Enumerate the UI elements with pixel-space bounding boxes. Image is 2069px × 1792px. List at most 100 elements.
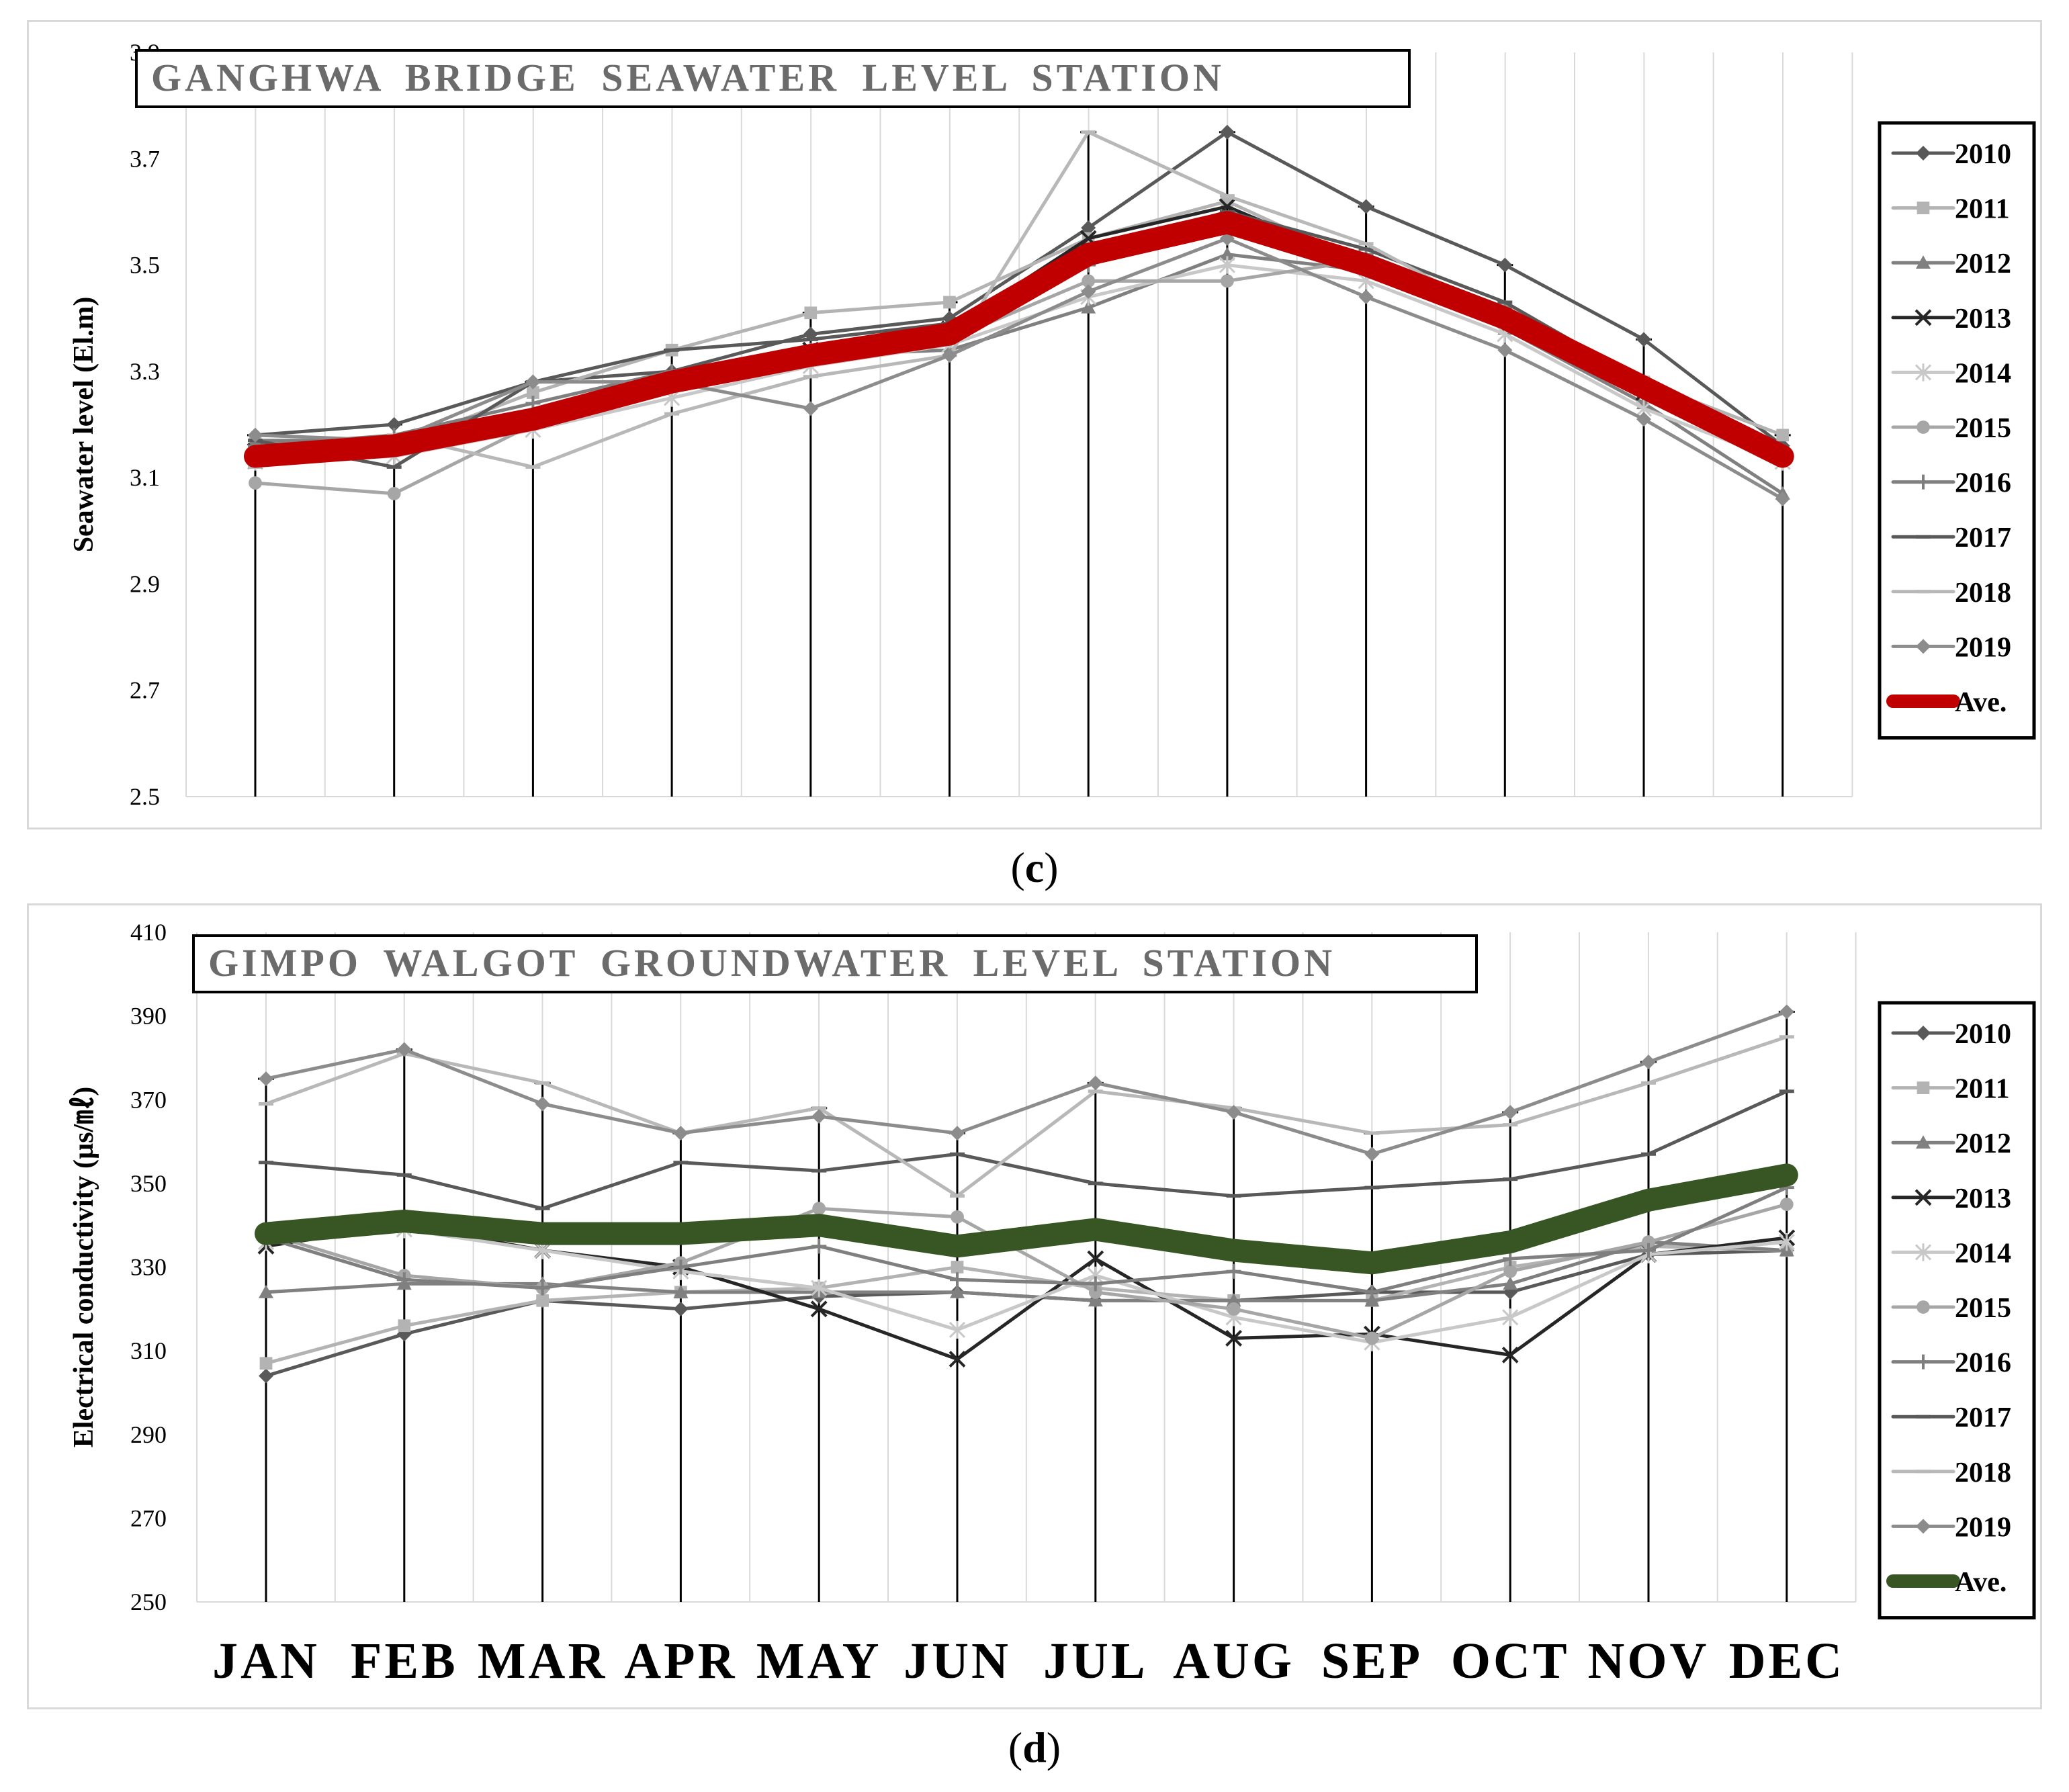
data-point: [535, 1280, 550, 1296]
data-point: [1503, 1104, 1518, 1120]
chart-title-frame: [135, 49, 1411, 108]
data-point: [396, 1042, 412, 1057]
data-point: [1497, 257, 1513, 273]
legend-label: 2018: [1955, 1458, 2011, 1488]
legend-label: 2012: [1955, 1128, 2011, 1159]
data-point: [1641, 1243, 1656, 1258]
data-point: [1503, 1276, 1518, 1290]
y-tick-label: 310: [130, 1337, 167, 1364]
data-point: [1226, 1104, 1241, 1120]
caption-c-letter: c: [1024, 844, 1045, 891]
chart-title: GANGHWA BRIDGE SEAWATER LEVEL STATION: [151, 56, 1225, 99]
data-point: [1497, 343, 1513, 358]
data-point: [1081, 220, 1096, 236]
legend-frame: [1878, 121, 2036, 740]
legend-item: 2010: [1891, 1019, 2011, 1050]
legend-label: 2013: [1955, 1183, 2011, 1214]
legend-marker: [1916, 255, 1931, 269]
legend-item: 2016: [1891, 468, 2011, 499]
legend-item: 2018: [1891, 578, 2011, 609]
legend: 2010 2011 2012 2013 2014 2015 2016 2017 2018 2019…: [1878, 1001, 2036, 1620]
data-point: [1081, 284, 1096, 300]
x-tick-label: MAY: [756, 1633, 882, 1689]
data-point: [396, 1272, 412, 1288]
legend-label: 2016: [1955, 1348, 2011, 1379]
data-point: [259, 1071, 273, 1087]
legend-marker: [1917, 201, 1930, 214]
legend-item: 2015: [1891, 1293, 2011, 1324]
legend: 2010 2011 2012 2013 2014 2015 2016 2017 2018 2019…: [1878, 121, 2036, 740]
legend-marker: [1917, 1081, 1930, 1094]
legend-label: 2011: [1955, 1074, 2010, 1105]
y-tick-label: 410: [130, 919, 167, 946]
data-point: [1642, 1235, 1655, 1249]
legend-marker: [1916, 1519, 1931, 1534]
data-point: [1088, 1285, 1102, 1299]
data-point: [949, 1351, 966, 1368]
legend-label: 2011: [1955, 194, 2010, 225]
legend-label: 2012: [1955, 249, 2011, 279]
y-tick-label: 290: [130, 1421, 167, 1448]
data-point: [1082, 274, 1096, 288]
x-tick-label: JUL: [1043, 1633, 1148, 1689]
data-point: [673, 1126, 689, 1141]
series-line: [264, 1035, 1789, 1198]
legend-label: 2016: [1955, 468, 2011, 499]
data-point: [1503, 1264, 1517, 1278]
data-point: [259, 1357, 273, 1370]
x-tick-label: NOV: [1588, 1633, 1710, 1689]
y-tick-label: 270: [130, 1505, 167, 1531]
legend-item: 2012: [1891, 1128, 2011, 1159]
caption-d-letter: d: [1022, 1723, 1047, 1771]
legend-marker: [1916, 1135, 1931, 1149]
legend-item: 2019: [1891, 1512, 2011, 1543]
x-tick-label: JAN: [212, 1633, 320, 1689]
legend-marker: [1916, 1026, 1931, 1040]
legend-marker: [1914, 1189, 1932, 1206]
series-line: [264, 1227, 1789, 1345]
x-tick-label: DEC: [1729, 1633, 1845, 1689]
y-tick-label: 330: [130, 1254, 167, 1281]
series-line: [264, 1089, 1789, 1210]
data-point: [1364, 1284, 1380, 1300]
legend-item: 2017: [1891, 1402, 2011, 1433]
legend-marker: [1914, 363, 1932, 382]
data-point: [527, 386, 539, 399]
data-point: [249, 476, 262, 490]
series-2019: [259, 1004, 1794, 1162]
legend-label: 2013: [1955, 304, 2011, 334]
y-tick-label: 3.3: [130, 358, 160, 385]
data-point: [804, 306, 818, 320]
data-point: [387, 486, 401, 500]
data-point: [1221, 274, 1234, 288]
data-point: [1364, 1147, 1380, 1162]
y-axis-title: Seawater level (El.m): [69, 297, 99, 553]
legend-label: 2014: [1955, 1238, 2011, 1269]
legend-label: 2018: [1955, 578, 2011, 609]
data-point: [1503, 1284, 1518, 1300]
data-point: [1778, 1233, 1795, 1251]
legend-marker: [1917, 1300, 1930, 1314]
legend-item: 2019: [1891, 632, 2011, 663]
legend-label: 2015: [1955, 1293, 2011, 1324]
data-point: [812, 1202, 826, 1216]
data-point: [673, 1284, 689, 1298]
average-line: [255, 1163, 1798, 1275]
data-point: [1364, 1293, 1380, 1307]
data-point: [535, 1096, 550, 1112]
data-point: [398, 1319, 411, 1333]
data-point: [386, 417, 402, 432]
x-tick-label: AUG: [1173, 1633, 1294, 1689]
legend-label: 2010: [1955, 139, 2011, 170]
caption-c: (c): [1010, 844, 1059, 891]
legend-item: Ave.: [1886, 687, 2007, 718]
data-point: [810, 1300, 828, 1318]
data-point: [1358, 289, 1374, 305]
data-point: [1088, 1276, 1103, 1292]
data-point: [811, 1279, 828, 1297]
data-point: [1775, 491, 1790, 506]
series-Ave: [255, 1163, 1798, 1275]
series-Ave: [244, 211, 1794, 468]
data-point: [1225, 1330, 1243, 1347]
data-point: [942, 348, 957, 363]
